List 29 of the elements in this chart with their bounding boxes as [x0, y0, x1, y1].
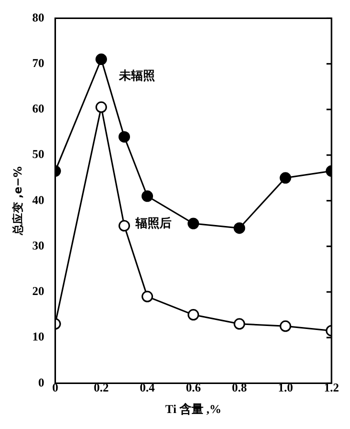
point [188, 218, 200, 230]
series-label: 辐照后 [134, 216, 172, 230]
point [234, 222, 246, 234]
point [280, 172, 292, 184]
y-tick-label: 50 [32, 147, 44, 162]
y-axis-title: 总应变 ,e−% [11, 166, 24, 236]
point [96, 54, 107, 66]
x-axis-title: Ti 含量 ,% [165, 402, 222, 416]
x-tick-label: 0.8 [232, 380, 247, 394]
y-tick-label: 80 [32, 10, 44, 24]
y-tick-label: 70 [32, 56, 44, 70]
point [142, 190, 154, 202]
point [188, 309, 200, 321]
y-tick-label: 30 [32, 238, 44, 252]
x-tick-label: 1.2 [324, 380, 339, 394]
point [142, 290, 154, 302]
y-tick-label: 20 [32, 284, 44, 298]
x-tick-label: 0.4 [140, 380, 155, 394]
point [118, 131, 130, 143]
x-tick-label: 0 [52, 380, 58, 394]
y-tick-label: 60 [32, 102, 44, 116]
point [96, 101, 107, 113]
y-tick-label: 40 [32, 192, 44, 207]
point [280, 320, 292, 332]
y-tick-label: 10 [32, 330, 44, 344]
point [234, 318, 246, 330]
x-tick-label: 1.0 [278, 380, 293, 394]
point [118, 220, 130, 232]
series-label: 未辐照 [118, 68, 156, 83]
